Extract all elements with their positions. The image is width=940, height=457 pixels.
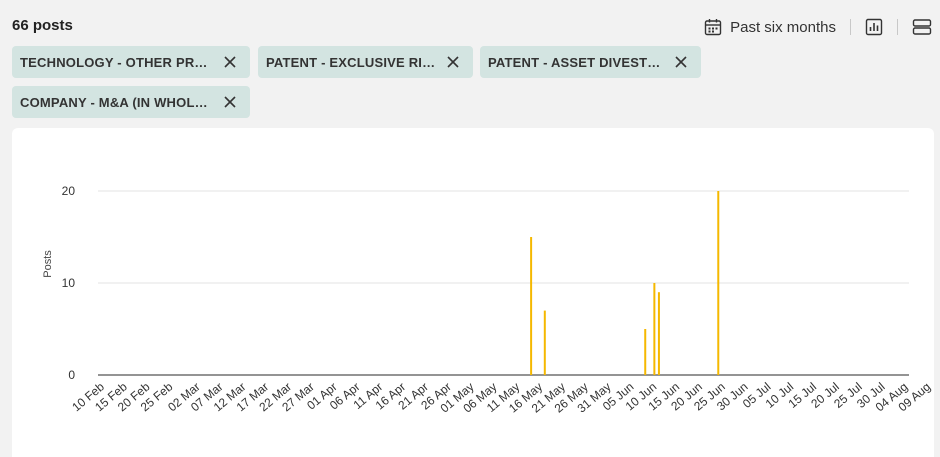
y-tick-label: 0 <box>68 368 75 382</box>
y-tick-label: 10 <box>62 276 76 290</box>
close-icon <box>224 56 236 68</box>
filter-chip-label: PATENT - ASSET DIVESTMENT <box>488 54 665 70</box>
filter-chip: PATENT - EXCLUSIVE RIGHTS <box>258 46 473 78</box>
bar[interactable] <box>530 237 533 375</box>
calendar-icon <box>704 19 722 36</box>
header-controls: Past six months <box>704 15 932 39</box>
close-icon <box>447 56 459 68</box>
date-range-selector[interactable]: Past six months <box>704 18 836 36</box>
chart-view-button[interactable] <box>865 18 883 36</box>
filter-chip-label: TECHNOLOGY - OTHER PROP... <box>20 54 214 70</box>
remove-filter-button[interactable] <box>222 94 238 110</box>
bar[interactable] <box>717 191 720 375</box>
filter-chip-label: PATENT - EXCLUSIVE RIGHTS <box>266 54 437 70</box>
y-tick-label: 20 <box>62 184 76 198</box>
filter-chip: TECHNOLOGY - OTHER PROP... <box>12 46 250 78</box>
bar[interactable] <box>653 283 656 375</box>
divider <box>897 19 898 35</box>
divider <box>850 19 851 35</box>
remove-filter-button[interactable] <box>222 54 238 70</box>
y-axis-title: Posts <box>42 250 54 278</box>
filter-chip: PATENT - ASSET DIVESTMENT <box>480 46 701 78</box>
bar[interactable] <box>657 292 660 375</box>
date-range-label: Past six months <box>730 18 836 36</box>
bar[interactable] <box>543 310 546 375</box>
bar[interactable] <box>644 329 647 375</box>
filter-chip: COMPANY - M&A (IN WHOLE O... <box>12 86 250 118</box>
stacked-list-icon <box>912 19 932 35</box>
remove-filter-button[interactable] <box>445 54 461 70</box>
remove-filter-button[interactable] <box>673 54 689 70</box>
filter-chip-label: COMPANY - M&A (IN WHOLE O... <box>20 94 214 110</box>
bar-chart-icon <box>865 18 883 36</box>
close-icon <box>224 96 236 108</box>
close-icon <box>675 56 687 68</box>
header: 66 posts Past six months <box>0 0 940 50</box>
chart-card: 0 10 20 10 Feb 15 Feb 20 Feb 25 Feb 02 Mar 07 M… <box>12 128 934 457</box>
post-count: 66 posts <box>12 17 73 34</box>
list-view-button[interactable] <box>912 18 932 36</box>
